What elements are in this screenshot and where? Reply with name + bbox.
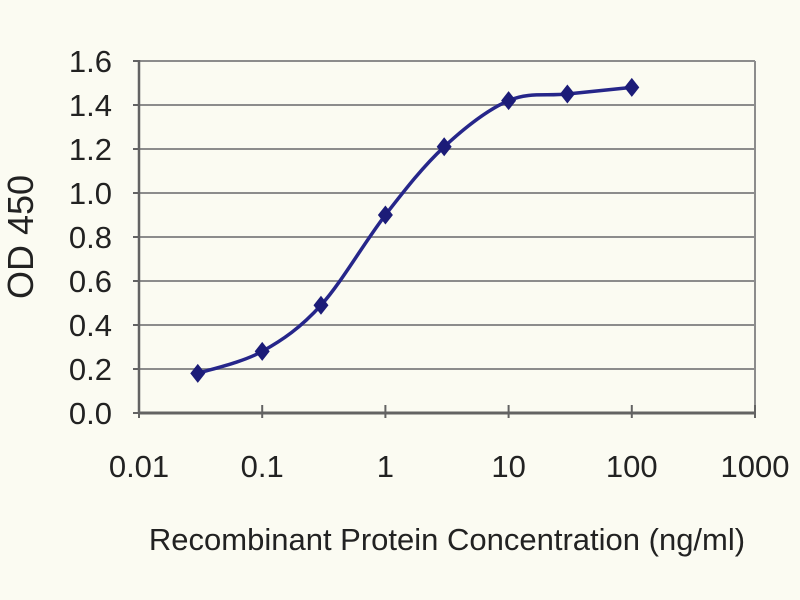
data-point-marker — [377, 205, 393, 225]
y-tick-label: 0.0 — [69, 396, 112, 431]
x-tick-label: 0.01 — [109, 449, 169, 484]
y-tick-label: 1.0 — [69, 176, 112, 211]
data-point-marker — [501, 91, 517, 111]
data-point-marker — [190, 363, 206, 383]
x-axis-title: Recombinant Protein Concentration (ng/ml… — [148, 522, 746, 557]
y-tick-label: 1.2 — [69, 132, 112, 167]
y-axis-title: OD 450 — [0, 174, 41, 300]
data-point-marker — [254, 341, 270, 361]
x-tick-label: 10 — [491, 449, 525, 484]
y-tick-label: 1.4 — [69, 88, 112, 123]
y-tick-label: 0.8 — [69, 220, 112, 255]
data-point-marker — [624, 77, 640, 97]
x-tick-label: 0.1 — [241, 449, 284, 484]
data-point-marker — [436, 137, 452, 157]
y-tick-label: 1.6 — [69, 44, 112, 79]
y-tick-label: 0.2 — [69, 352, 112, 387]
y-tick-label: 0.4 — [69, 308, 112, 343]
x-tick-label: 1 — [377, 449, 394, 484]
data-point-marker — [313, 295, 329, 315]
data-point-marker — [559, 84, 575, 104]
x-tick-label: 1000 — [721, 449, 790, 484]
y-tick-label: 0.6 — [69, 264, 112, 299]
series-curve — [196, 85, 634, 376]
x-tick-label: 100 — [606, 449, 658, 484]
